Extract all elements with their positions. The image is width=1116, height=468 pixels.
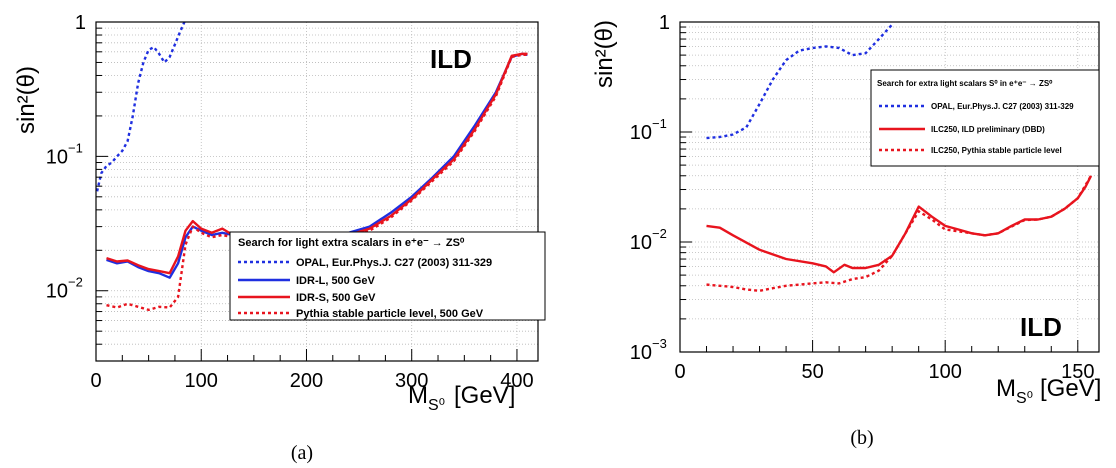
- x-axis-label-sub: S⁰: [1016, 390, 1033, 407]
- x-tick-labels: 0 100 200 300 400: [90, 370, 533, 392]
- y-tick-exponent: −1: [652, 116, 667, 131]
- legend-entry-idr-s: IDR-S, 500 GeV: [296, 292, 376, 304]
- plot-frame: [679, 21, 1100, 353]
- y-tick-labels: 10 −310 −210 −11: [630, 12, 670, 364]
- axis-ticks: [679, 26, 1079, 353]
- y-tick-label: 10 −3: [630, 336, 667, 364]
- y-tick-base: 10: [630, 122, 652, 144]
- legend-entry-ild: ILC250, ILD preliminary (DBD): [931, 125, 1045, 134]
- legend-title: Search for light extra scalars in e⁺e⁻ →…: [238, 237, 465, 249]
- x-axis-label-main: M: [996, 375, 1016, 402]
- x-tick-label: 100: [929, 361, 962, 383]
- legend-entry-pythia: Pythia stable particle level, 500 GeV: [296, 308, 484, 320]
- x-tick-label: 400: [500, 370, 533, 392]
- y-tick-base: 10: [630, 232, 652, 254]
- y-tick-label: 10 −1: [630, 116, 667, 144]
- y-tick-base: 10: [46, 146, 68, 168]
- y-tick-label: 1: [75, 12, 86, 34]
- x-tick-labels: 0 50 100 150: [674, 361, 1094, 383]
- y-tick-labels: 10 −210 −11: [46, 12, 86, 303]
- legend-entry-opal: OPAL, Eur.Phys.J. C27 (2003) 311-329: [296, 257, 492, 269]
- x-axis-label-unit: [GeV]: [454, 382, 515, 409]
- y-tick-base: 1: [659, 12, 670, 34]
- x-tick-label: 100: [185, 370, 218, 392]
- x-tick-label: 150: [1061, 361, 1094, 383]
- ild-stamp: ILD: [430, 44, 472, 74]
- x-axis-label-sub: S⁰: [428, 397, 445, 414]
- x-tick-label: 0: [674, 361, 685, 383]
- y-tick-label: 1: [659, 12, 670, 34]
- y-tick-base: 1: [75, 12, 86, 34]
- axis-ticks: [95, 27, 518, 362]
- legend: Search for light extra scalars in e⁺e⁻ →…: [229, 231, 546, 321]
- legend-box: [229, 231, 546, 321]
- y-tick-exponent: −2: [68, 275, 83, 290]
- x-axis-label-main: M: [408, 382, 428, 409]
- y-axis-label: sin²(θ): [591, 20, 618, 88]
- x-tick-label: 200: [290, 370, 323, 392]
- chart-panel-a: 0 100 200 300 400 10 −210 −11 sin²(θ) M S⁰ [Ge…: [13, 12, 546, 464]
- y-tick-exponent: −2: [652, 226, 667, 241]
- caption: (b): [850, 427, 873, 449]
- x-axis-label: M S⁰ [GeV]: [408, 382, 515, 414]
- x-axis-label-unit: [GeV]: [1040, 375, 1101, 402]
- y-tick-label: 10 −2: [46, 275, 83, 303]
- y-tick-base: 10: [46, 281, 68, 303]
- series-line-opal-eur-phys-j-c27-2003-311-329: [96, 22, 186, 192]
- series-group: [706, 23, 1093, 292]
- plot-frame: [95, 21, 539, 362]
- x-tick-label: 0: [90, 370, 101, 392]
- y-axis-label: sin²(θ): [13, 66, 40, 134]
- x-tick-label: 300: [395, 370, 428, 392]
- x-tick-label: 50: [801, 361, 823, 383]
- y-tick-exponent: −3: [652, 336, 667, 351]
- legend: Search for extra light scalars S⁰ in e⁺e…: [870, 69, 1100, 167]
- y-tick-exponent: −1: [68, 140, 83, 155]
- y-tick-label: 10 −2: [630, 226, 667, 254]
- legend-title: Search for extra light scalars S⁰ in e⁺e…: [877, 79, 1053, 88]
- y-tick-base: 10: [630, 342, 652, 364]
- chart-panel-b: 0 50 100 150 10 −310 −210 −11 sin²(θ) M S⁰ [Ge…: [591, 12, 1101, 449]
- caption: (a): [291, 442, 313, 464]
- series-line-opal-eur-phys-j-c27-2003-311-329: [706, 23, 894, 140]
- legend-entry-opal: OPAL, Eur.Phys.J. C27 (2003) 311-329: [931, 102, 1074, 111]
- series-line-ilc250-pythia-stable-particle-level: [706, 175, 1093, 292]
- legend-entry-pythia: ILC250, Pythia stable particle level: [931, 146, 1062, 155]
- legend-entry-idr-l: IDR-L, 500 GeV: [296, 275, 376, 287]
- ild-stamp: ILD: [1020, 312, 1062, 342]
- x-axis-label: M S⁰ [GeV]: [996, 375, 1101, 407]
- y-tick-label: 10 −1: [46, 140, 83, 168]
